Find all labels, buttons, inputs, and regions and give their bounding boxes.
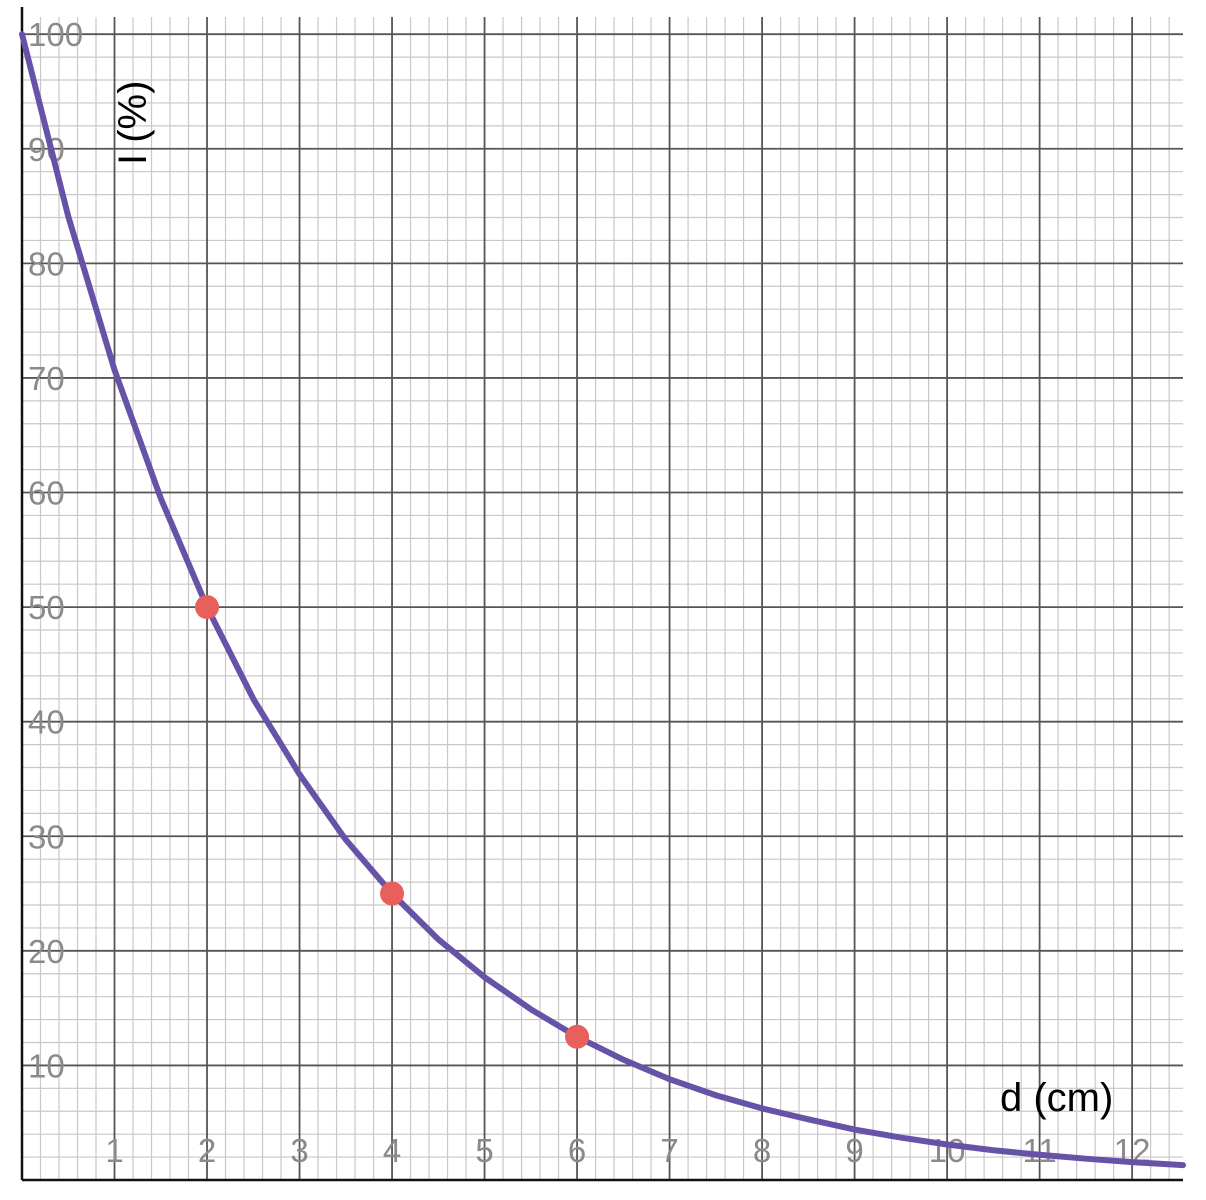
- x-tick-label: 3: [290, 1132, 308, 1169]
- data-points: [195, 595, 590, 1049]
- x-tick-label: 11: [1022, 1132, 1056, 1169]
- x-tick-label: 6: [568, 1132, 586, 1169]
- intensity-curve: [19, 31, 1186, 1169]
- y-tick-label: 70: [28, 360, 65, 397]
- y-tick-label: 30: [28, 818, 65, 855]
- x-axis-title: d (cm): [1000, 1076, 1113, 1120]
- x-tick-label: 5: [475, 1132, 493, 1169]
- data-point: [380, 881, 405, 906]
- x-tick-label: 1: [105, 1132, 123, 1169]
- x-tick-label: 10: [929, 1132, 966, 1169]
- y-tick-label: 50: [28, 589, 65, 626]
- y-tick-label: 20: [28, 933, 65, 970]
- y-axis-title: I (%): [111, 81, 155, 165]
- data-point: [565, 1024, 590, 1049]
- data-point: [195, 595, 220, 620]
- y-tick-label: 40: [28, 704, 65, 741]
- minor-gridlines: [22, 17, 1183, 1180]
- y-tick-label: 10: [28, 1047, 65, 1084]
- x-tick-label: 9: [845, 1132, 863, 1169]
- y-tick-label: 100: [28, 16, 83, 53]
- x-tick-label: 4: [383, 1132, 401, 1169]
- axes: [20, 7, 1183, 1182]
- y-tick-label: 80: [28, 245, 65, 282]
- x-tick-label: 7: [660, 1132, 678, 1169]
- y-tick-label: 60: [28, 475, 65, 512]
- x-tick-label: 8: [753, 1132, 771, 1169]
- major-gridlines: [22, 17, 1183, 1180]
- x-tick-label: 2: [198, 1132, 216, 1169]
